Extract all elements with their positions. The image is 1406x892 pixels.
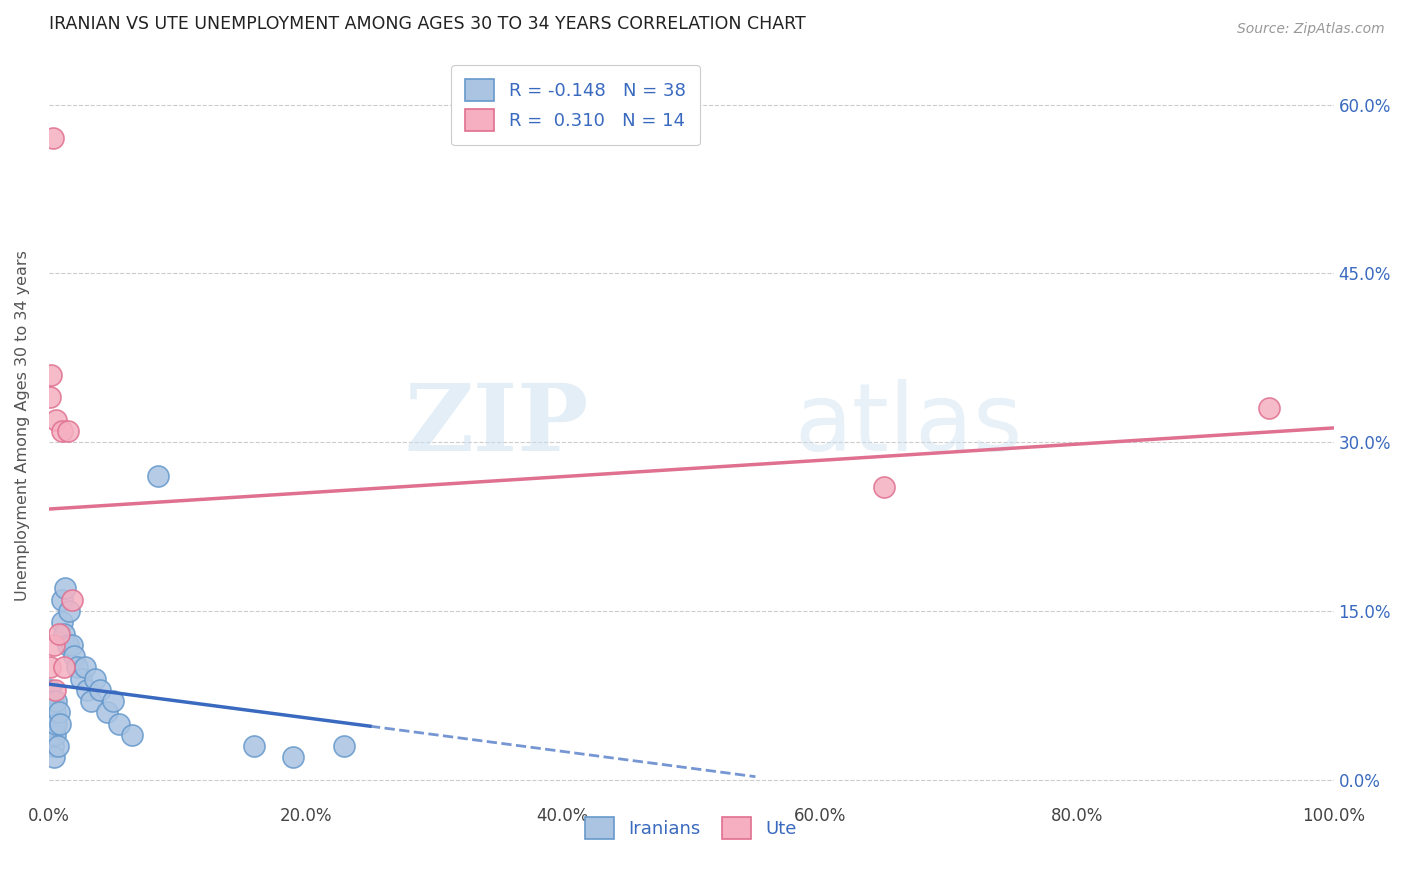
Point [42,750,65,764]
Point [39,716,62,731]
Text: Source: ZipAtlas.com: Source: ZipAtlas.com [1237,22,1385,37]
Point [76,682,98,697]
Point [73,660,96,674]
Point [281,750,304,764]
Point [108,716,131,731]
Y-axis label: Unemployment Among Ages 30 to 34 years: Unemployment Among Ages 30 to 34 years [15,250,30,601]
Point [84,672,107,686]
Point [41,705,63,719]
Point [44,682,66,697]
Point [873,480,896,494]
Point [45,694,67,708]
Point [55,582,77,596]
Point [96,705,118,719]
Point [49,716,72,731]
Point [41,368,63,382]
Text: IRANIAN VS UTE UNEMPLOYMENT AMONG AGES 30 TO 34 YEARS CORRELATION CHART: IRANIAN VS UTE UNEMPLOYMENT AMONG AGES 3… [49,15,806,33]
Point [51,592,73,607]
Point [60,592,83,607]
Point [44,705,66,719]
Text: atlas: atlas [794,379,1022,471]
Point [45,413,67,427]
Point [41,694,63,708]
Point [243,739,266,753]
Point [51,424,73,438]
Point [56,638,79,652]
Point [42,638,65,652]
Point [48,626,70,640]
Point [53,626,76,640]
Point [45,716,67,731]
Point [121,728,143,742]
Point [39,660,62,674]
Point [70,672,93,686]
Point [60,638,83,652]
Point [42,716,65,731]
Point [1258,401,1281,416]
Point [41,728,63,742]
Point [39,390,62,404]
Legend: Iranians, Ute: Iranians, Ute [578,810,804,846]
Point [41,131,63,145]
Point [80,694,103,708]
Point [44,728,66,742]
Point [66,660,89,674]
Point [46,739,69,753]
Point [63,648,86,663]
Point [333,739,356,753]
Point [101,694,124,708]
Point [56,424,79,438]
Text: ZIP: ZIP [404,380,588,470]
Point [89,682,111,697]
Point [58,604,80,618]
Point [48,705,70,719]
Point [53,660,76,674]
Point [51,615,73,630]
Point [39,682,62,697]
Point [41,739,63,753]
Point [146,469,169,483]
